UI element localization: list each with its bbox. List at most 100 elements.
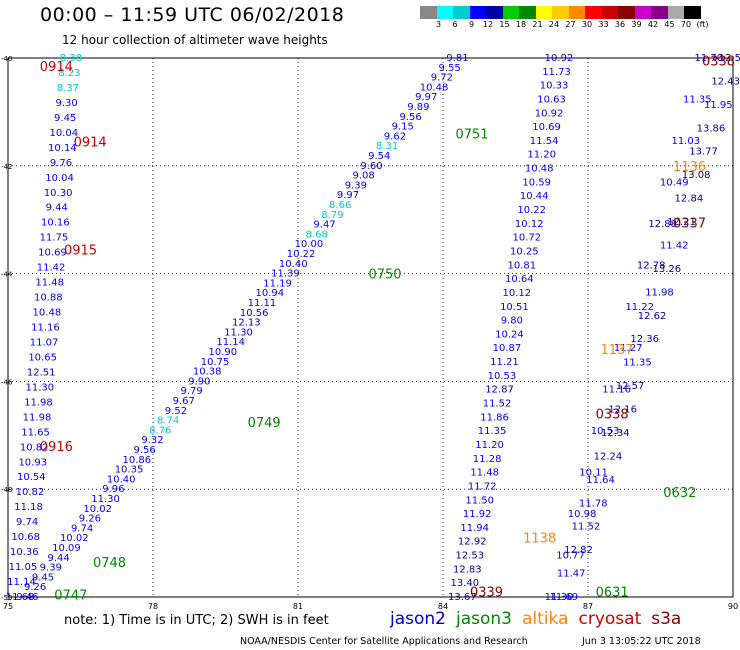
legend-jason3: jason3	[456, 609, 512, 629]
colorbar-swatch	[568, 6, 585, 19]
wave-height-value: 10.09	[52, 543, 81, 554]
lon-tick-label: 75	[3, 602, 13, 610]
wave-height-value: 8.68	[306, 229, 328, 240]
wave-height-value: 11.47	[557, 569, 586, 580]
colorbar-label: (ft)	[696, 20, 709, 29]
wave-height-value: 11.98	[24, 397, 53, 408]
wave-height-value: 11.30	[25, 382, 54, 393]
wave-height-value: 11.68	[6, 592, 35, 603]
wave-height-value: 10.16	[41, 218, 70, 229]
pass-time-label: 0915	[64, 243, 97, 258]
wave-height-value: 12.34	[601, 428, 630, 439]
wave-height-value: 9.74	[71, 523, 93, 534]
wave-height-value: 9.26	[79, 514, 101, 525]
pass-time-label: 0750	[368, 268, 401, 283]
wave-height-value: 13.67	[448, 592, 477, 603]
wave-height-value: 10.48	[33, 308, 62, 319]
wave-height-value: 11.94	[460, 523, 489, 534]
wave-height-value: 9.15	[392, 122, 414, 133]
wave-height-value: 10.69	[38, 248, 67, 259]
pass-time-label: 0748	[93, 556, 126, 571]
wave-height-value: 9.39	[40, 563, 62, 574]
wave-height-value: 8.31	[376, 141, 398, 152]
colorbar-swatch	[601, 6, 618, 19]
wave-height-value: 10.98	[568, 509, 597, 520]
wave-height-value: 10.81	[508, 260, 537, 271]
wave-height-value: 9.56	[399, 112, 421, 123]
colorbar-swatch	[486, 6, 503, 19]
wave-height-value: 9.81	[446, 53, 468, 64]
wave-height-value: 8.76	[149, 425, 171, 436]
wave-height-value: 10.82	[20, 442, 49, 453]
wave-height-value: 11.14	[7, 577, 36, 588]
lat-tick-label: -46	[1, 378, 13, 386]
pass-time-label: 1137	[600, 343, 633, 358]
pass-time-label: 0338	[596, 408, 629, 423]
wave-height-value: 11.52	[572, 522, 601, 533]
wave-height-value: 10.02	[60, 533, 89, 544]
wave-height-value: 12.24	[594, 451, 623, 462]
pass-time-label: 1136	[673, 160, 706, 175]
wave-height-value: 9.60	[360, 161, 382, 172]
legend-cryosat: cryosat	[578, 609, 642, 629]
wave-height-value: 10.22	[287, 249, 316, 260]
colorbar-swatch	[502, 6, 519, 19]
wave-height-value: 9.97	[415, 92, 437, 103]
wave-height-value: 10.68	[11, 532, 40, 543]
wave-height-value: 10.75	[201, 357, 230, 368]
wave-height-value: 11.16	[602, 385, 631, 396]
wave-height-value: 11.21	[490, 357, 519, 368]
lat-tick-label: -44	[1, 271, 13, 279]
lon-tick-label: 87	[583, 602, 593, 610]
wave-height-value: 13.26	[652, 264, 681, 275]
wave-height-value: 11.50	[465, 495, 494, 506]
wave-height-value: 11.98	[23, 412, 52, 423]
wave-height-value: 10.65	[28, 352, 57, 363]
wave-height-value: 10.12	[503, 288, 532, 299]
map-frame	[7, 57, 734, 598]
colorbar-labels: 3 6 9 12 15 18 21 24 27 30 33 36 39 42 45 70 (ft)	[420, 20, 740, 34]
colorbar-swatch	[453, 6, 470, 19]
wave-height-value: 10.38	[193, 367, 222, 378]
colorbar-label: 30	[581, 20, 593, 29]
wave-height-value: 9.56	[134, 445, 156, 456]
wave-height-value: 10.14	[48, 143, 77, 154]
footer-credit: NOAA/NESDIS Center for Satellite Applica…	[240, 636, 528, 647]
wave-height-value: 11.75	[40, 233, 69, 244]
wave-height-value: 10.82	[16, 487, 45, 498]
wave-height-value: 10.54	[17, 472, 46, 483]
legend-altika: altika	[522, 609, 569, 629]
colorbar-swatch	[651, 6, 668, 19]
wave-height-value: 11.20	[527, 150, 556, 161]
wave-height-value: 8.66	[329, 200, 351, 211]
colorbar-label: 39	[631, 20, 642, 29]
wave-height-value: 11.18	[14, 502, 43, 513]
wave-height-value: 10.56	[240, 308, 269, 319]
wave-height-value: 10.02	[83, 504, 112, 515]
colorbar-swatch	[667, 6, 684, 19]
colorbar-swatch	[436, 6, 453, 19]
lon-tick-label: 90	[728, 602, 738, 610]
wave-height-value: 11.64	[586, 475, 615, 486]
wave-height-value: 12.78	[637, 260, 666, 271]
wave-height-value: 10.94	[255, 288, 284, 299]
wave-height-value: 10.33	[540, 81, 569, 92]
wave-height-value: 10.72	[512, 233, 541, 244]
wave-height-value: 9.97	[337, 190, 359, 201]
wave-height-value: 11.22	[625, 302, 654, 313]
wave-height-value: 12.57	[616, 381, 645, 392]
pass-time-label: 0339	[470, 586, 503, 601]
wave-height-value: 10.63	[537, 94, 566, 105]
wave-height-value: 11.16	[31, 323, 60, 334]
wave-height-value: 11.95	[704, 100, 733, 111]
wave-height-value: 11.05	[9, 562, 38, 573]
page-subtitle: 12 hour collection of altimeter wave hei…	[62, 33, 328, 47]
wave-height-value: 13.40	[450, 578, 479, 589]
wave-height-value: 11.42	[37, 263, 66, 274]
wave-height-value: 11.35	[478, 426, 507, 437]
wave-height-value: 10.22	[517, 205, 546, 216]
wave-height-value: 10.24	[495, 329, 524, 340]
wave-height-value: 11.72	[468, 481, 497, 492]
legend-s3a: s3a	[651, 609, 682, 629]
